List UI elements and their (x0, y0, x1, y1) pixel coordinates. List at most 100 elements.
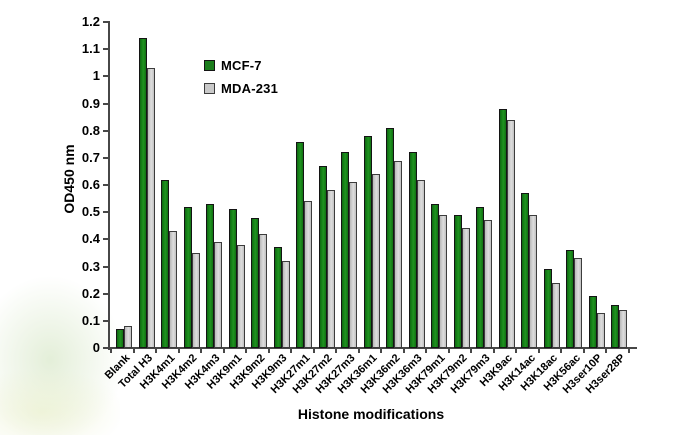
bar-mcf-7-h3k56ac (566, 250, 574, 348)
x-axis-tick (357, 349, 360, 353)
bar-mda-231-h3k27m2 (326, 190, 335, 348)
y-tick-label: 0.9 (81, 95, 100, 111)
bar-mda-231-h3k18ac (551, 282, 560, 348)
bar-mcf-7-h3k14ac (521, 193, 529, 348)
y-tick-label: 0.8 (81, 122, 100, 138)
bar-mda-231-h3k9ac (506, 119, 515, 348)
bar-mcf-7-h3k18ac (543, 269, 552, 348)
bar-mcf-7-h3k9m1 (228, 209, 237, 348)
legend-swatch-mda231 (204, 83, 215, 94)
bar-mcf-7-h3k4m3 (206, 204, 214, 348)
y-axis-tick (103, 102, 108, 105)
bar-mda-231-h3k9m1 (236, 244, 245, 348)
x-axis-tick (380, 349, 382, 353)
bar-mcf-7-h3k79m3 (476, 206, 484, 348)
y-tick-label: 0.6 (81, 177, 100, 192)
bar-mda-231-h3k36m3 (416, 179, 425, 348)
bar-mcf-7-blank (116, 328, 124, 348)
x-axis-tick (132, 349, 135, 353)
y-tick-label: 0.5 (81, 204, 100, 220)
y-tick-label: 0 (92, 340, 100, 355)
bar-mcf-7-h3k36m3 (408, 152, 417, 348)
y-tick-label: 0.1 (81, 312, 100, 328)
bar-mcf-7-h3k79m1 (431, 204, 439, 348)
bar-mda-231-h3k79m3 (484, 220, 492, 348)
bar-mda-231-blank (124, 326, 132, 348)
bar-mcf-7-h3ser28p (611, 304, 619, 348)
x-axis-tick (155, 349, 157, 353)
y-tick-label: 1.1 (81, 41, 100, 57)
y-axis-tick (103, 75, 108, 78)
legend-label-mda231: MDA-231 (221, 81, 279, 96)
y-axis-tick (103, 48, 108, 51)
bar-mda-231-h3k36m2 (394, 160, 402, 348)
bar-mda-231-h3k9m2 (259, 233, 267, 348)
bar-mda-231-h3ser28p (619, 309, 627, 348)
bar-mcf-7-h3ser10p (588, 296, 597, 348)
bar-mda-231-h3k4m1 (169, 231, 177, 348)
bar-mcf-7-h3k9ac (498, 108, 507, 348)
y-tick-label: 0.2 (81, 285, 100, 301)
y-axis-tick (103, 292, 108, 295)
y-axis-tick (103, 319, 108, 322)
x-axis-line (108, 347, 637, 349)
x-axis-tick (605, 349, 607, 353)
x-axis-tick (177, 349, 180, 353)
y-axis-tick (103, 265, 108, 268)
y-axis-tick (103, 184, 108, 186)
x-axis-tick (290, 349, 292, 353)
bar-mcf-7-h3k36m2 (386, 127, 394, 348)
legend-item-mcf7: MCF-7 (204, 58, 278, 73)
bar-mda-231-h3k14ac (529, 214, 537, 348)
x-axis-tick (470, 349, 472, 353)
y-axis-tick (103, 129, 108, 132)
bar-mda-231-h3k4m2 (191, 252, 200, 348)
legend-label-mcf7: MCF-7 (221, 58, 262, 73)
bar-mcf-7-h3k4m1 (161, 179, 169, 348)
bar-mda-231-h3ser10p (596, 312, 605, 348)
bar-mda-231-h3k27m1 (304, 201, 312, 348)
x-axis-tick (560, 349, 562, 353)
bar-mda-231-h3k56ac (574, 258, 582, 348)
x-axis-tick (582, 349, 585, 353)
bar-mda-231-h3k79m1 (439, 214, 447, 348)
bar-mcf-7-h3k9m3 (273, 247, 282, 348)
x-axis-tick (492, 349, 495, 353)
x-axis-tick (267, 349, 270, 353)
y-tick-label: 0.7 (81, 149, 100, 165)
bar-mcf-7-total h3 (138, 38, 147, 348)
x-axis-tick (402, 349, 405, 353)
y-tick-label: 1.2 (81, 14, 100, 29)
x-axis-tick (447, 349, 450, 353)
bar-mda-231-h3k79m2 (461, 228, 470, 348)
x-axis-tick (110, 349, 112, 353)
x-axis-tick (312, 349, 315, 353)
bar-mcf-7-h3k4m2 (183, 206, 192, 348)
bar-mcf-7-h3k79m2 (453, 214, 462, 348)
legend: MCF-7 MDA-231 (204, 58, 278, 104)
y-axis-tick (103, 156, 108, 159)
x-axis-tick (245, 349, 247, 353)
bar-mcf-7-h3k27m1 (296, 141, 304, 348)
bar-mda-231-h3k4m3 (214, 242, 222, 348)
x-axis-tick (222, 349, 225, 353)
bar-mcf-7-h3k27m2 (318, 165, 327, 348)
x-axis-tick (515, 349, 517, 353)
bar-mda-231-h3k36m1 (371, 174, 380, 348)
bar-mda-231-h3k9m3 (281, 261, 290, 348)
y-tick-label: 0.3 (81, 258, 100, 274)
bar-mcf-7-h3k27m3 (341, 152, 349, 348)
y-axis-tick (103, 21, 108, 23)
bar-mda-231-h3k27m3 (349, 182, 357, 348)
bar-mcf-7-h3k36m1 (363, 136, 372, 348)
y-tick-label: 1 (92, 68, 100, 84)
y-axis-tick (103, 211, 108, 214)
x-axis-title: Histone modifications (297, 406, 445, 422)
x-axis-tick (200, 349, 202, 353)
bar-mda-231-total h3 (146, 68, 155, 348)
y-axis-tick (103, 347, 108, 349)
x-axis-tick (537, 349, 540, 353)
y-tick-label: 0.4 (81, 231, 100, 247)
y-axis-tick (103, 238, 108, 241)
